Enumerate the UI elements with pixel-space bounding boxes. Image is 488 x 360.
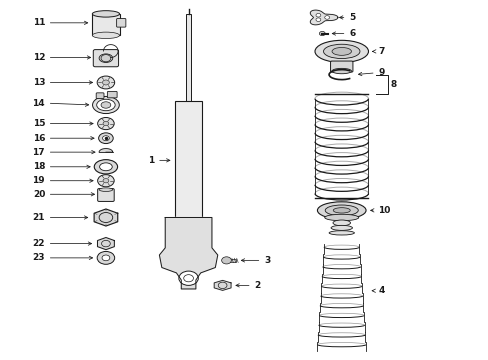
Text: 7: 7 <box>377 47 384 56</box>
FancyBboxPatch shape <box>116 18 125 27</box>
Ellipse shape <box>92 32 119 39</box>
Text: 1: 1 <box>148 156 154 165</box>
Text: 21: 21 <box>33 213 45 222</box>
FancyBboxPatch shape <box>226 258 236 262</box>
FancyBboxPatch shape <box>93 50 118 67</box>
Circle shape <box>103 179 109 183</box>
Text: 17: 17 <box>33 148 45 157</box>
Text: 19: 19 <box>33 176 45 185</box>
FancyBboxPatch shape <box>96 93 104 99</box>
Text: 8: 8 <box>389 80 396 89</box>
Polygon shape <box>214 280 230 291</box>
Circle shape <box>179 271 198 285</box>
FancyBboxPatch shape <box>92 14 119 35</box>
Ellipse shape <box>323 44 359 59</box>
Polygon shape <box>94 209 118 226</box>
Circle shape <box>102 80 109 85</box>
Ellipse shape <box>97 99 115 111</box>
Text: 18: 18 <box>33 162 45 171</box>
Circle shape <box>324 16 329 19</box>
Ellipse shape <box>317 202 366 219</box>
Ellipse shape <box>332 220 350 226</box>
Text: 15: 15 <box>33 119 45 128</box>
FancyBboxPatch shape <box>175 102 202 217</box>
Ellipse shape <box>331 68 351 74</box>
Text: 23: 23 <box>33 253 45 262</box>
Ellipse shape <box>331 48 351 55</box>
Ellipse shape <box>99 188 113 192</box>
Ellipse shape <box>328 231 354 235</box>
Ellipse shape <box>324 214 358 221</box>
Polygon shape <box>97 238 114 249</box>
Ellipse shape <box>101 102 111 108</box>
Text: 12: 12 <box>33 53 45 62</box>
Text: 13: 13 <box>33 78 45 87</box>
Ellipse shape <box>92 96 119 113</box>
Circle shape <box>98 117 114 130</box>
Polygon shape <box>159 217 217 289</box>
Text: 2: 2 <box>254 281 260 290</box>
Ellipse shape <box>100 163 112 171</box>
Circle shape <box>102 255 110 261</box>
Text: 10: 10 <box>377 206 390 215</box>
FancyBboxPatch shape <box>98 189 114 202</box>
Circle shape <box>99 133 113 144</box>
Circle shape <box>221 257 231 264</box>
Circle shape <box>103 121 109 126</box>
Circle shape <box>102 136 109 141</box>
Text: 5: 5 <box>348 13 355 22</box>
Text: 20: 20 <box>33 190 45 199</box>
FancyBboxPatch shape <box>330 61 352 72</box>
Ellipse shape <box>332 208 349 213</box>
Text: 9: 9 <box>377 68 384 77</box>
Text: 3: 3 <box>264 256 270 265</box>
Text: 6: 6 <box>348 29 355 38</box>
Ellipse shape <box>94 159 117 174</box>
Circle shape <box>315 13 320 17</box>
Circle shape <box>319 31 325 36</box>
Circle shape <box>315 18 320 22</box>
Ellipse shape <box>99 54 113 63</box>
FancyBboxPatch shape <box>186 14 191 105</box>
Text: 22: 22 <box>33 239 45 248</box>
Circle shape <box>97 251 115 264</box>
Text: 16: 16 <box>33 134 45 143</box>
Circle shape <box>98 175 114 187</box>
Ellipse shape <box>330 225 352 230</box>
Polygon shape <box>99 149 113 152</box>
Circle shape <box>97 76 115 89</box>
Ellipse shape <box>92 11 119 17</box>
Text: 4: 4 <box>377 286 384 295</box>
Text: 14: 14 <box>33 99 45 108</box>
Ellipse shape <box>314 40 368 63</box>
FancyBboxPatch shape <box>107 91 117 98</box>
Text: 11: 11 <box>33 18 45 27</box>
Ellipse shape <box>325 205 358 216</box>
Polygon shape <box>309 10 337 25</box>
